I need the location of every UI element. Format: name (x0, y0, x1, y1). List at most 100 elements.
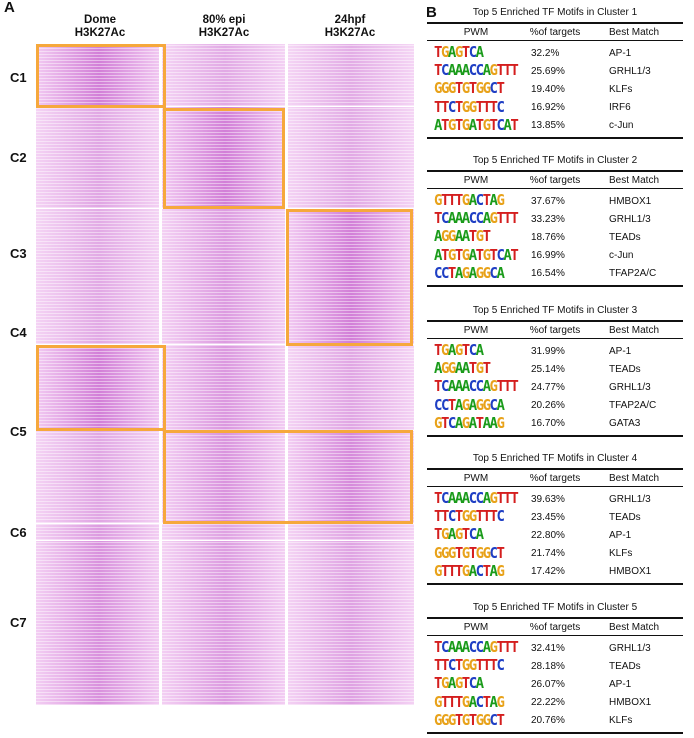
heatmap-cluster-block (162, 209, 288, 344)
best-match: GRHL1/3 (609, 65, 651, 77)
percent-targets: 22.80% (531, 529, 565, 541)
header-pct: %of targets (529, 174, 581, 186)
heatmap-cluster-block (36, 209, 162, 344)
best-match: GRHL1/3 (609, 642, 651, 654)
table-row: TTCTGGTTTC 16.92% IRF6 (427, 99, 683, 117)
header-pct: %of targets (529, 472, 581, 484)
header-match: Best Match (608, 472, 660, 484)
table-row: TTCTGGTTTC 23.45% TEADs (427, 508, 683, 526)
cluster-label-c3: C3 (10, 246, 27, 261)
best-match: HMBOX1 (609, 195, 652, 207)
heatmap-column-2 (162, 44, 288, 705)
percent-targets: 33.23% (531, 213, 565, 225)
percent-targets: 25.14% (531, 363, 565, 375)
percent-targets: 26.07% (531, 678, 565, 690)
motif-logo: TGAGTCA (427, 343, 525, 360)
table-header-row: PWM %of targets Best Match (427, 24, 683, 41)
heatmap-cluster-block (36, 44, 162, 106)
header-pwm: PWM (463, 324, 489, 336)
percent-targets: 20.26% (531, 400, 565, 412)
motif-sequence: AGGAATGT (434, 229, 491, 246)
motif-sequence: GTTTGACTAG (434, 563, 505, 581)
percent-targets: 25.69% (531, 65, 565, 77)
column-header-24hpf: 24hpf H3K27Ac (324, 14, 376, 39)
table-title: Top 5 Enriched TF Motifs in Cluster 3 (472, 305, 638, 316)
percent-targets: 37.67% (531, 195, 565, 207)
highlight-box-4 (36, 345, 166, 431)
motif-logo: AGGAATGT (427, 361, 525, 378)
motif-sequence: GGGTGTGGCT (434, 712, 505, 730)
table-top-rule (427, 170, 683, 172)
percent-targets: 32.2% (531, 47, 560, 59)
table-header-row: PWM %of targets Best Match (427, 172, 683, 189)
motif-table-cluster-2: Top 5 Enriched TF Motifs in Cluster 2 PWM… (427, 154, 683, 287)
motif-logo: CCTAGAGGCA (427, 265, 525, 282)
best-match: GATA3 (609, 418, 641, 430)
table-row: GGGTGTGGCT 20.76% KLFs (427, 712, 683, 730)
best-match: AP-1 (609, 345, 632, 357)
percent-targets: 21.74% (531, 548, 565, 560)
h3k27ac-heatmap (36, 44, 414, 705)
motif-sequence: TTCTGGTTTC (434, 99, 505, 117)
table-row: ATGTGATGTCAT 16.99% c-Jun (427, 247, 683, 265)
motif-sequence: ATGTGATGTCAT (434, 117, 519, 135)
table-top-rule (427, 617, 683, 619)
motif-sequence: TCAAACCAGTTT (434, 210, 519, 228)
panel-b-label: B (426, 4, 437, 21)
best-match: AP-1 (609, 529, 632, 541)
motif-logo: GGGTGTGGCT (427, 712, 525, 729)
best-match: GRHL1/3 (609, 213, 651, 225)
heatmap-cluster-block (36, 541, 162, 705)
motif-sequence: GGGTGTGGCT (434, 545, 505, 563)
table-row: GGGTGTGGCT 19.40% KLFs (427, 80, 683, 98)
column-header-dome: Dome H3K27Ac (74, 14, 126, 39)
table-title: Top 5 Enriched TF Motifs in Cluster 2 (472, 155, 638, 166)
table-title: Top 5 Enriched TF Motifs in Cluster 1 (472, 7, 638, 18)
motif-table-cluster-1: Top 5 Enriched TF Motifs in Cluster 1 PWM… (427, 6, 683, 139)
motif-table-cluster-5: Top 5 Enriched TF Motifs in Cluster 5 PWM… (427, 601, 683, 734)
motif-sequence: ATGTGATGTCAT (434, 247, 519, 265)
motif-logo: GGGTGTGGCT (427, 81, 525, 98)
percent-targets: 18.76% (531, 231, 565, 243)
header-pct: %of targets (529, 26, 581, 38)
header-pwm: PWM (463, 472, 489, 484)
motif-logo: AGGAATGT (427, 229, 525, 246)
percent-targets: 16.92% (531, 102, 565, 114)
header-match: Best Match (608, 174, 660, 186)
motif-sequence: GTTTGACTAG (434, 192, 505, 210)
table-row: TCAAACCAGTTT 32.41% GRHL1/3 (427, 639, 683, 657)
heatmap-cluster-block (162, 107, 288, 208)
best-match: AP-1 (609, 678, 632, 690)
best-match: HMBOX1 (609, 697, 652, 709)
percent-targets: 39.63% (531, 493, 565, 505)
table-top-rule (427, 468, 683, 470)
motif-logo: GTCAGATAAG (427, 415, 525, 432)
motif-sequence: GGGTGTGGCT (434, 81, 505, 98)
header-pwm: PWM (463, 174, 489, 186)
motif-table-cluster-4: Top 5 Enriched TF Motifs in Cluster 4 PWM… (427, 452, 683, 585)
header-pwm: PWM (463, 621, 489, 633)
motif-sequence: TGAGTCA (434, 44, 484, 62)
percent-targets: 17.42% (531, 566, 565, 578)
best-match: AP-1 (609, 47, 632, 59)
heatmap-column-3 (288, 44, 414, 705)
highlight-box-3 (286, 209, 413, 346)
motif-logo: GTTTGACTAG (427, 563, 525, 580)
cluster-label-c4: C4 (10, 325, 27, 340)
heatmap-cluster-block (288, 107, 414, 208)
heatmap-cluster-block (288, 44, 414, 106)
heatmap-cluster-block (288, 345, 414, 430)
percent-targets: 13.85% (531, 120, 565, 132)
motif-logo: TTCTGGTTTC (427, 658, 525, 675)
percent-targets: 32.41% (531, 642, 565, 654)
best-match: TEADs (609, 660, 641, 672)
best-match: GRHL1/3 (609, 493, 651, 505)
header-pct: %of targets (529, 621, 581, 633)
motif-sequence: GTTTGACTAG (434, 694, 505, 712)
highlight-box-1 (36, 44, 166, 108)
percent-targets: 28.18% (531, 660, 565, 672)
motif-logo: TTCTGGTTTC (427, 99, 525, 116)
table-header-row: PWM %of targets Best Match (427, 470, 683, 487)
motif-logo: GTTTGACTAG (427, 694, 525, 711)
percent-targets: 16.99% (531, 250, 565, 262)
